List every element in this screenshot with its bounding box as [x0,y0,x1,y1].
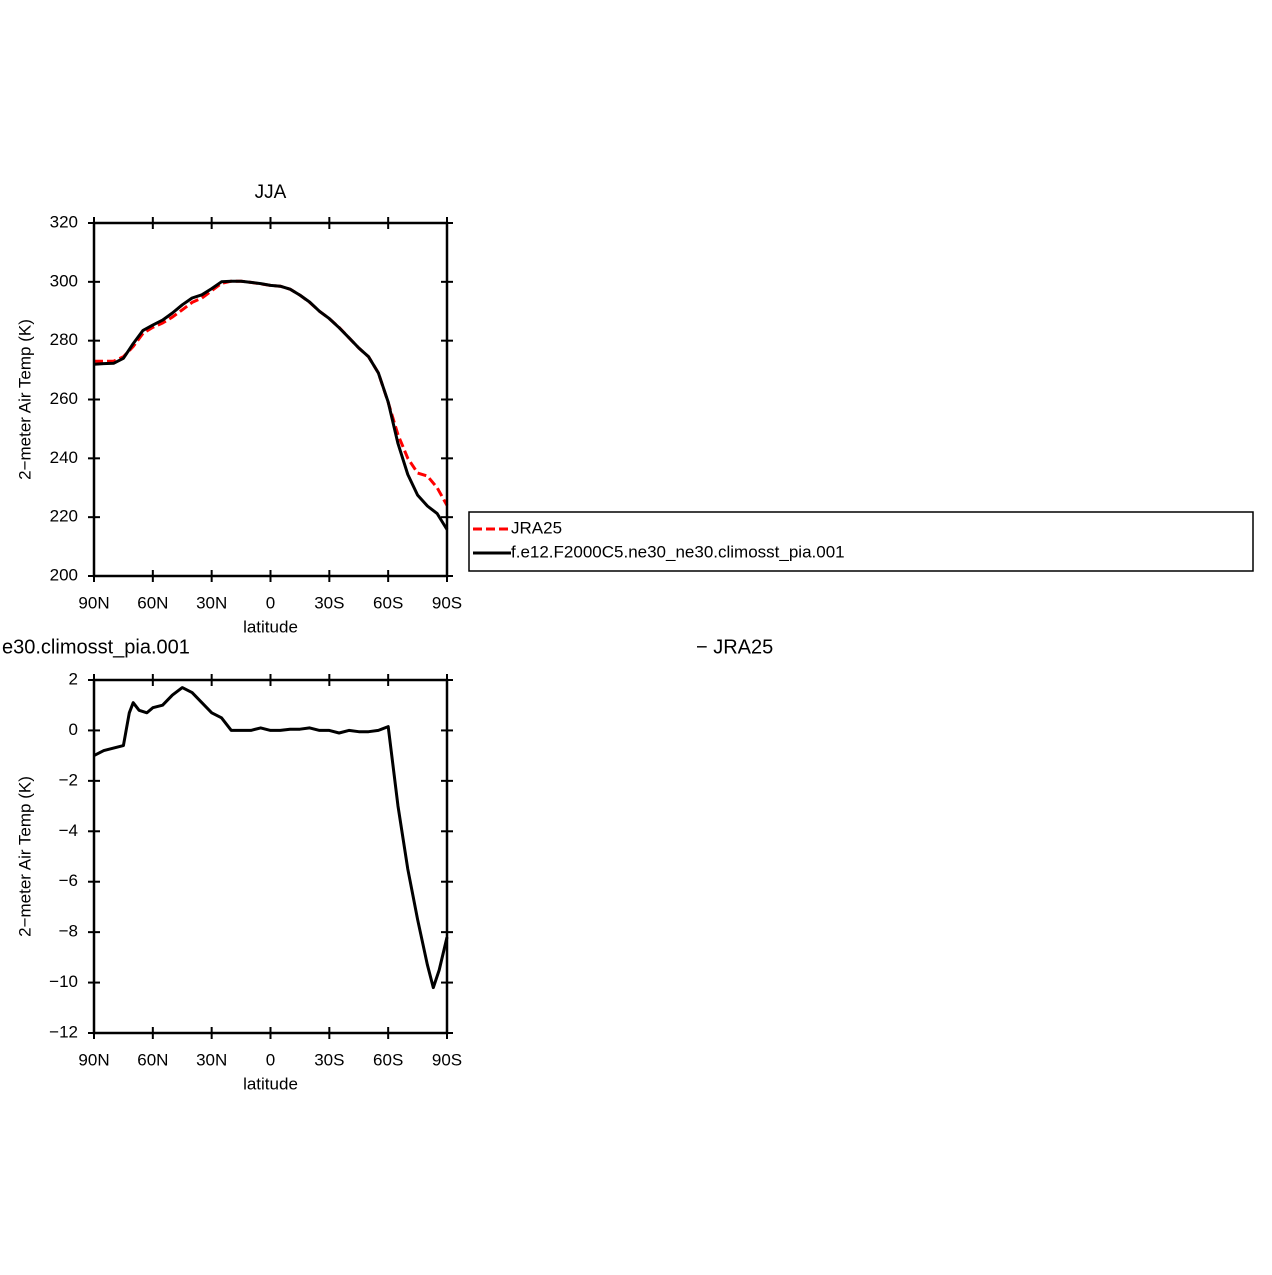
y-tick-label: 240 [50,448,78,467]
x-tick-label: 0 [266,593,275,612]
plot-frame [92,678,449,1035]
x-tick-label: 30S [314,1050,344,1069]
x-tick-label: 90N [78,593,109,612]
series-line [93,279,449,531]
x-tick-label: 60N [137,593,168,612]
x-tick-label: 90N [78,1050,109,1069]
y-tick-label: −12 [49,1022,78,1041]
y-tick-label: −2 [59,770,78,789]
legend-box [468,511,1254,572]
y-tick-label: 2 [69,669,78,688]
series-line [93,686,449,990]
x-axis-label: latitude [243,617,298,636]
x-tick-label: 90S [432,1050,462,1069]
y-tick-label: −6 [59,871,78,890]
chart-title: − JRA25 [696,636,773,658]
x-axis-label: latitude [243,1074,298,1093]
y-tick-label: 300 [50,271,78,290]
chart-title: e30.climosst_pia.001 [2,636,190,658]
y-tick-label: 320 [50,212,78,231]
y-tick-label: 260 [50,389,78,408]
x-tick-label: 30S [314,593,344,612]
x-tick-label: 30N [196,1050,227,1069]
y-tick-label: 0 [69,720,78,739]
y-axis-label: 2−meter Air Temp (K) [15,319,34,480]
x-tick-label: 0 [266,1050,275,1069]
x-tick-label: 90S [432,593,462,612]
x-tick-label: 30N [196,593,227,612]
x-tick-label: 60N [137,1050,168,1069]
legend-label: JRA25 [511,518,562,537]
plot-frame [92,221,449,578]
y-tick-label: −4 [59,821,78,840]
y-axis-label: 2−meter Air Temp (K) [15,776,34,937]
y-tick-label: 220 [50,507,78,526]
legend-label: f.e12.F2000C5.ne30_ne30.climosst_pia.001 [511,542,845,561]
x-tick-label: 60S [373,1050,403,1069]
y-tick-label: −8 [59,922,78,941]
y-tick-label: 280 [50,330,78,349]
y-tick-label: 200 [50,565,78,584]
x-tick-label: 60S [373,593,403,612]
series-line [94,279,449,507]
y-tick-label: −10 [49,972,78,991]
chart-title: JJA [255,182,287,203]
